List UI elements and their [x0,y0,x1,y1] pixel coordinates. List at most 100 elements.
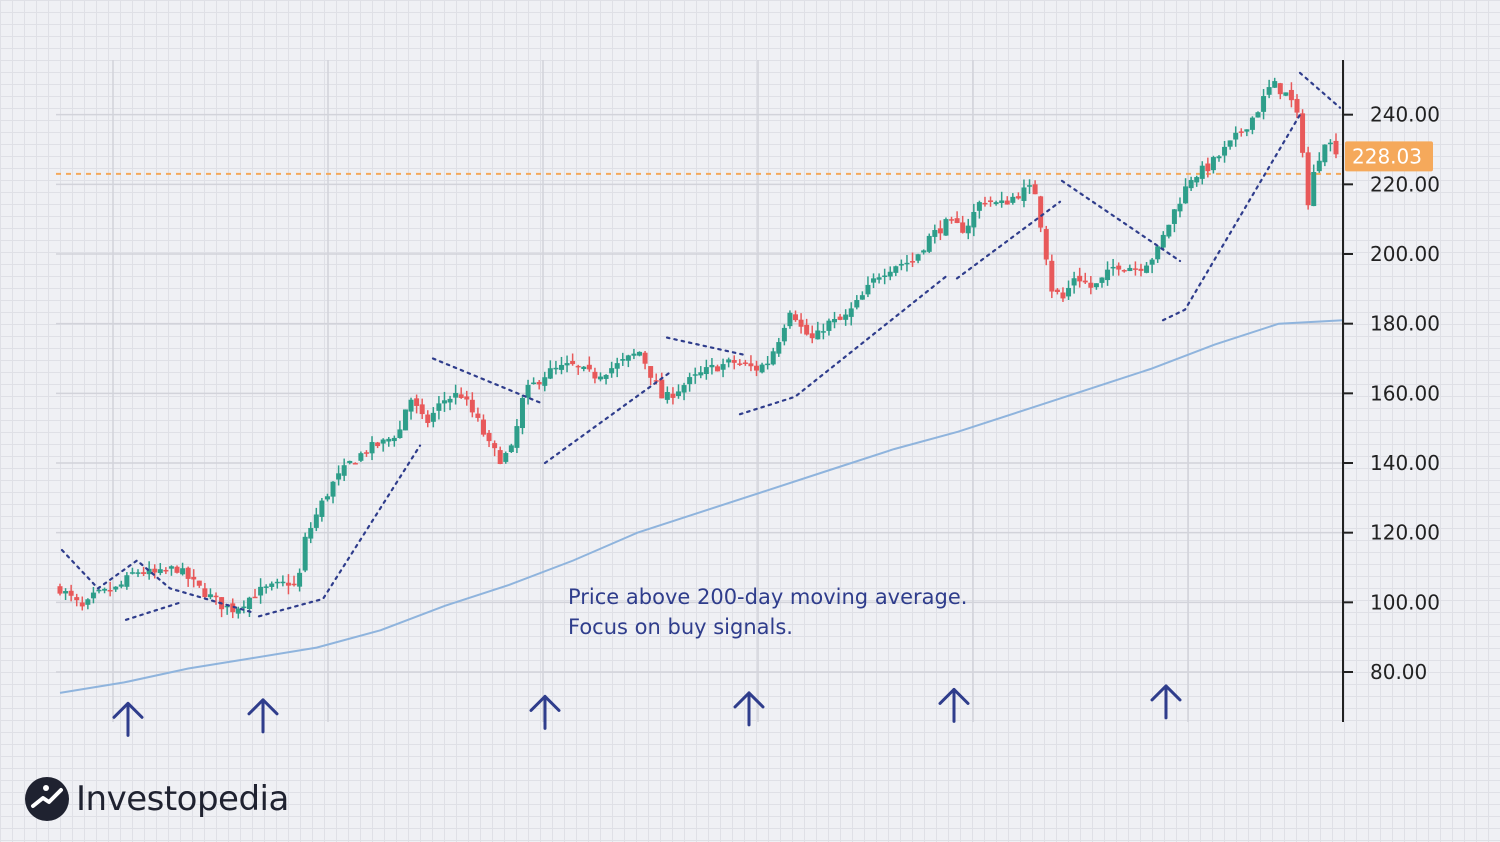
candlestick [1082,272,1088,284]
candle-body [230,603,236,613]
candlestick [1049,254,1055,299]
candle-body [898,263,904,266]
candlestick [519,395,525,435]
candlestick [1088,276,1094,295]
candlestick [113,586,119,592]
candlestick [1093,283,1099,290]
candlestick [252,588,258,599]
candlestick [932,224,938,244]
candle-body [425,414,431,423]
candlestick [781,324,787,346]
candle-body [1021,187,1027,201]
candlestick [436,396,442,420]
candlestick [793,310,799,322]
candle-body [1054,289,1060,292]
candle-body [57,586,63,594]
candlestick [102,587,108,594]
candle-body [1149,259,1155,265]
candle-body [1249,117,1255,130]
candlestick [79,596,85,611]
candlestick [391,435,397,447]
candle-body [882,275,888,278]
candlestick [603,374,609,385]
candle-body [352,463,358,465]
candlestick [871,273,877,289]
candle-body [285,582,291,586]
candle-body [536,381,542,385]
candlestick [926,233,932,254]
candlestick [224,605,230,615]
candle-body [1227,140,1233,147]
candlestick [954,211,960,224]
y-tick-label: 120.00 [1370,521,1440,545]
candlestick [876,273,882,284]
candle-body [937,228,943,234]
candlestick [843,309,849,326]
candle-body [397,429,403,439]
candle-body [1004,200,1010,205]
candlestick [1272,77,1278,88]
candle-body [163,569,169,572]
candle-body [1333,140,1339,155]
candlestick [1121,269,1127,273]
candle-body [1305,152,1311,206]
candle-body [837,316,843,320]
candlestick [1155,245,1161,263]
candlestick [993,200,999,206]
candlestick [664,386,670,404]
candle-body [1105,269,1111,281]
candlestick [447,395,453,411]
candlestick [1110,258,1116,276]
candlestick [280,575,286,587]
candle-body [1015,196,1021,199]
candle-body [358,453,364,461]
candle-body [447,398,453,403]
candle-body [581,366,587,370]
candle-body [1288,89,1294,101]
candlestick [302,532,308,573]
candle-body [926,235,932,252]
candle-body [1316,160,1322,172]
candlestick [1283,92,1289,97]
candlestick [687,372,693,392]
candle-body [152,568,158,573]
candle-body [731,360,737,363]
y-tick-label: 180.00 [1370,312,1440,336]
candle-body [85,599,91,605]
candle-body [269,583,275,587]
candlestick [1327,139,1333,152]
candle-body [313,514,319,528]
candle-body [742,362,748,364]
candle-body [386,438,392,442]
candle-body [1322,144,1328,163]
candlestick [1288,82,1294,108]
candlestick [308,522,314,544]
candlestick [363,450,369,457]
candle-body [1233,132,1239,140]
candle-body [1038,196,1044,228]
candlestick [152,564,158,579]
candlestick [141,566,147,576]
candlestick [848,302,854,326]
candlestick [1105,261,1111,286]
candlestick [949,216,955,224]
candlestick [943,217,949,236]
candlestick [419,398,425,420]
candlestick [163,567,169,575]
candle-body [664,392,670,400]
candle-body [692,374,698,376]
candlestick [1233,126,1239,147]
candle-body [620,359,626,361]
candlestick [1294,94,1300,118]
candlestick [1171,209,1177,233]
candle-body [787,312,793,327]
candle-body [988,200,994,202]
candlestick [815,321,821,340]
candlestick [508,443,514,454]
candle-body [1160,234,1166,248]
candlestick [246,596,252,618]
candle-body [631,353,637,356]
candle-body [614,363,620,369]
candle-body [586,364,592,370]
